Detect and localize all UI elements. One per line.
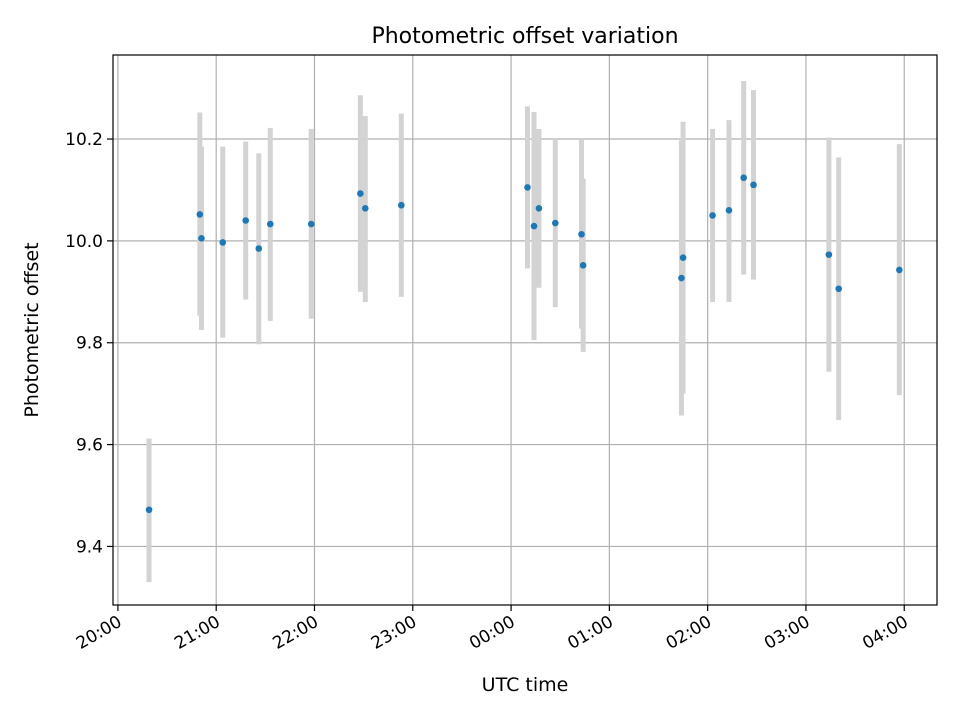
data-point — [255, 245, 263, 252]
y-axis-label: Photometric offset — [21, 242, 43, 417]
data-point — [524, 184, 531, 191]
data-point — [709, 212, 716, 219]
x-tick-label: 22:00 — [270, 612, 322, 654]
y-tick-label: 9.4 — [76, 537, 103, 557]
data-point — [357, 190, 364, 197]
data-point — [145, 506, 153, 514]
x-tick-label: 23:00 — [368, 612, 420, 654]
data-point — [535, 204, 543, 212]
data-point — [679, 254, 687, 261]
point-layer — [145, 174, 903, 514]
data-point — [579, 262, 587, 269]
data-point — [740, 174, 747, 182]
x-axis-ticks: 20:00 21:00 22:00 23:00 00:00 01:00 02:00 03:00… — [73, 605, 912, 654]
x-tick-label: 01:00 — [564, 612, 616, 654]
y-tick-label: 9.6 — [76, 436, 103, 456]
data-point — [750, 181, 757, 189]
x-tick-label: 02:00 — [663, 612, 715, 654]
y-tick-label: 10.0 — [65, 232, 103, 252]
y-tick-label: 10.2 — [65, 130, 103, 150]
data-point — [198, 235, 205, 242]
data-point — [678, 274, 685, 282]
errorbar-layer — [146, 80, 902, 583]
data-point — [361, 204, 369, 212]
data-point — [725, 207, 733, 214]
x-tick-label: 21:00 — [171, 612, 223, 654]
y-tick-label: 9.8 — [76, 334, 103, 354]
data-point — [219, 239, 227, 246]
x-axis-label: UTC time — [482, 674, 569, 696]
data-point — [578, 230, 585, 238]
data-point — [398, 201, 405, 209]
y-axis-ticks: 9.4 9.6 9.8 10.0 10.2 — [65, 130, 113, 557]
data-point — [825, 251, 833, 258]
data-point — [552, 219, 559, 227]
data-point — [835, 285, 843, 293]
x-tick-label: 00:00 — [466, 612, 518, 654]
data-point — [530, 222, 538, 230]
data-point — [242, 217, 249, 224]
chart-title: Photometric offset variation — [371, 24, 678, 49]
x-tick-label: 04:00 — [859, 612, 911, 654]
data-point — [196, 211, 204, 218]
data-point — [307, 220, 315, 228]
x-tick-label: 03:00 — [761, 612, 813, 654]
x-tick-label: 20:00 — [73, 612, 125, 654]
data-point — [896, 266, 903, 274]
plot-frame — [112, 54, 938, 606]
data-point — [266, 220, 274, 228]
